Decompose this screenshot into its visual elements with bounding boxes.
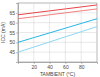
- grid-line-y: [18, 42, 97, 43]
- tick-mark: [16, 13, 18, 14]
- tick-label: 60: [63, 64, 69, 70]
- tick: 40: [47, 62, 53, 70]
- tick: 55: [9, 30, 18, 36]
- tick: 60: [9, 20, 18, 26]
- grid-line-y: [18, 32, 97, 33]
- series-line: [18, 27, 97, 53]
- x-axis-title: TAMBIENT (°C): [40, 71, 75, 77]
- plot-frame: [18, 3, 97, 62]
- tick: 50: [9, 39, 18, 45]
- tick-mark: [16, 42, 18, 43]
- tick-label: 65: [9, 10, 15, 16]
- tick-label: 20: [32, 64, 38, 70]
- tick-mark: [16, 33, 18, 34]
- tick: 65: [9, 10, 18, 16]
- axis-line: [19, 63, 98, 65]
- tick: 80: [79, 62, 85, 70]
- tick-mark: [16, 52, 18, 53]
- plot: 20 40 60 80 45 50 55 60 65: [9, 3, 97, 70]
- tick-label: 40: [47, 64, 53, 70]
- y-axis: 45 50 55 60 65: [9, 4, 18, 63]
- axis-line: [16, 4, 19, 63]
- chart: 20 40 60 80 45 50 55 60 65 TAMBIENT (°C) ICC (mA): [0, 0, 100, 77]
- tick-mark: [16, 23, 18, 24]
- tick-label: 80: [79, 64, 85, 70]
- tick-label: 45: [9, 49, 15, 55]
- tick: 45: [9, 49, 18, 55]
- tick: 60: [63, 62, 69, 70]
- x-axis: 20 40 60 80: [19, 62, 98, 70]
- tick-label: 50: [9, 39, 15, 45]
- tick-label: 55: [9, 30, 15, 36]
- tick-label: 60: [9, 20, 15, 26]
- lines: [18, 5, 97, 52]
- series-line: [18, 9, 97, 19]
- y-axis-title: ICC (mA): [0, 22, 6, 43]
- tick: 20: [32, 62, 38, 70]
- grid-line-y: [18, 52, 97, 53]
